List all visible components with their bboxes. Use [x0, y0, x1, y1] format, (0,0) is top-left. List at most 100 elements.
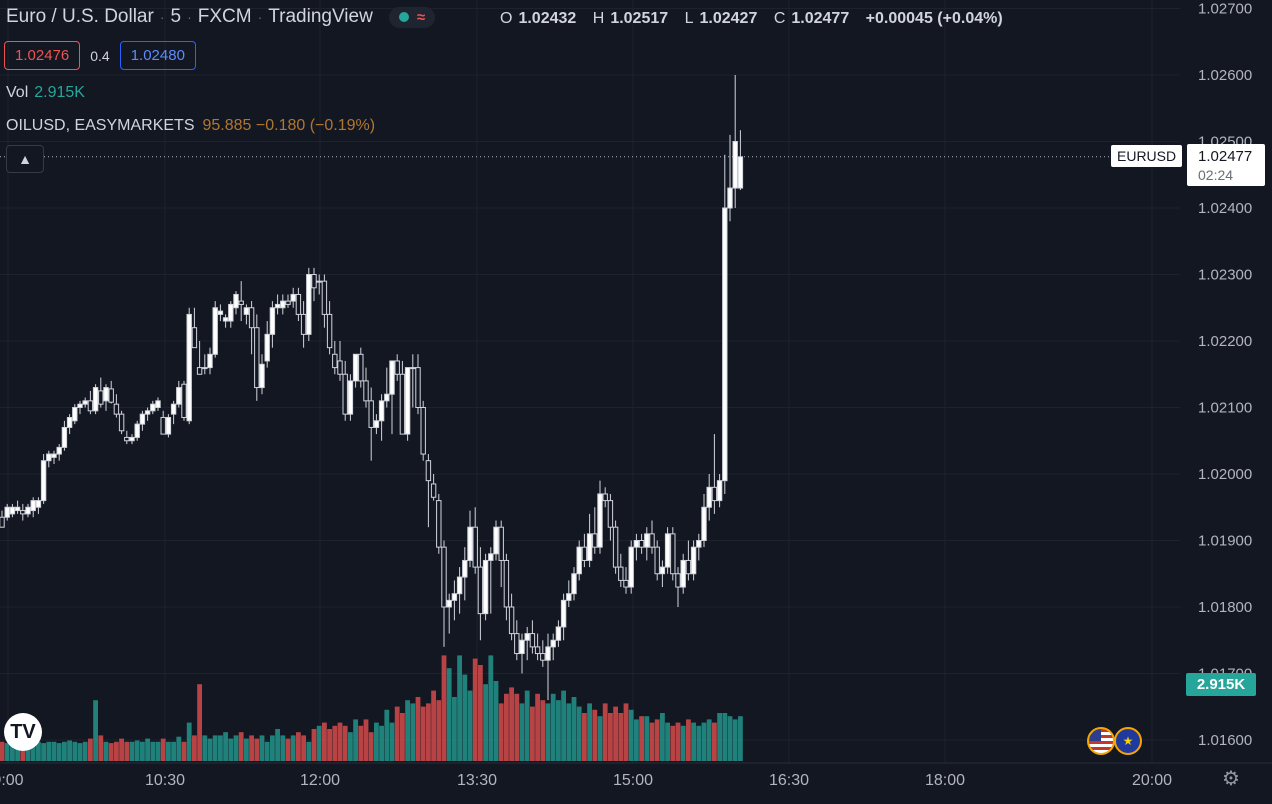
- y-tick-label: 1.02100: [1198, 400, 1252, 417]
- candle-body: [701, 506, 707, 541]
- buy-button[interactable]: 1.02480: [119, 41, 196, 70]
- candle-body: [316, 280, 322, 283]
- eu-flag-event-icon[interactable]: ★: [1114, 727, 1142, 755]
- candle-body: [191, 327, 198, 349]
- volume-bar: [431, 690, 436, 761]
- candle-body: [612, 526, 619, 568]
- volume-bar: [10, 741, 15, 761]
- candle-body: [560, 599, 567, 628]
- market-status-pill[interactable]: ≈: [388, 6, 436, 28]
- candle-body: [51, 453, 57, 458]
- candle-body: [66, 416, 73, 428]
- volume-bar: [727, 716, 733, 761]
- us-flag-event-icon[interactable]: [1087, 727, 1115, 755]
- candle-body: [680, 559, 686, 588]
- volume-bar: [696, 725, 702, 761]
- volume-bar: [524, 690, 530, 761]
- candle-body: [623, 579, 629, 588]
- candle-body: [503, 559, 510, 608]
- candle-body: [150, 403, 156, 412]
- candle-body: [129, 436, 135, 442]
- candle-body: [633, 540, 640, 548]
- y-tick-label: 1.02000: [1198, 466, 1252, 483]
- candle-body: [217, 310, 224, 315]
- candle-body: [597, 493, 603, 548]
- volume-bar: [290, 735, 296, 761]
- volume-bar: [446, 668, 452, 761]
- candle-body: [493, 526, 499, 555]
- volume-bar: [124, 741, 130, 761]
- volume-bar: [249, 735, 254, 761]
- candle-body: [352, 353, 359, 382]
- volume-bar: [665, 722, 670, 761]
- x-tick-label: 18:00: [925, 772, 965, 789]
- change-value: +0.00045 (+0.04%): [865, 10, 1003, 27]
- candle-body: [394, 360, 400, 375]
- volume-bar: [114, 741, 119, 761]
- volume-bar: [426, 703, 431, 761]
- last-price-tag: 1.02477 02:24: [1187, 144, 1265, 186]
- quote-panel: 1.02476 0.4 1.02480: [4, 41, 196, 70]
- volume-bar: [462, 674, 468, 761]
- candle-body: [415, 367, 421, 409]
- volume-bar: [384, 709, 390, 761]
- candle-body: [602, 493, 608, 502]
- x-tick-label: 15:00: [613, 772, 653, 789]
- candle-body: [378, 400, 385, 422]
- volume-bar: [706, 719, 712, 761]
- candle-body: [446, 599, 452, 608]
- candle-body: [430, 483, 437, 498]
- collapse-legend-button[interactable]: ▲: [6, 145, 44, 173]
- volume-bar: [701, 722, 707, 761]
- candle-body: [30, 500, 36, 512]
- tradingview-logo-icon[interactable]: TV: [4, 713, 42, 751]
- volume-bar: [306, 741, 312, 761]
- symbol-name[interactable]: Euro / U.S. Dollar: [6, 6, 154, 27]
- candle-body: [488, 553, 494, 561]
- volume-bar: [691, 722, 696, 761]
- candle-body: [72, 407, 78, 422]
- candle-body: [274, 303, 281, 309]
- volume-legend[interactable]: Vol 2.915K: [6, 84, 85, 102]
- compare-legend[interactable]: OILUSD, EASYMARKETS 95.885 −0.180 (−0.19%…: [6, 117, 375, 135]
- candle-body: [368, 400, 374, 428]
- volume-bar: [374, 722, 379, 761]
- candle-body: [462, 559, 468, 578]
- candle-body: [25, 506, 31, 515]
- candle-body: [654, 546, 660, 575]
- volume-bar: [311, 729, 317, 761]
- candle-body: [358, 353, 364, 382]
- volume-bar: [410, 703, 416, 761]
- candle-body: [477, 566, 484, 615]
- volume-bar: [535, 693, 540, 761]
- chevron-up-icon: ▲: [18, 151, 32, 167]
- volume-bar: [233, 735, 239, 761]
- volume-bar: [514, 693, 520, 761]
- volume-bar: [197, 684, 202, 761]
- candle-body: [399, 373, 406, 435]
- volume-bar: [280, 735, 286, 761]
- volume-bar: [186, 722, 192, 761]
- y-tick-label: 1.02200: [1198, 333, 1252, 350]
- candle-body: [40, 460, 47, 502]
- volume-bar: [207, 738, 213, 761]
- interval-label[interactable]: 5: [170, 6, 182, 27]
- candle-body: [389, 360, 395, 395]
- candle-body: [586, 533, 593, 561]
- sell-button[interactable]: 1.02476: [4, 41, 81, 70]
- gear-icon[interactable]: ⚙: [1222, 768, 1240, 790]
- candle-body: [196, 367, 203, 375]
- volume-bar: [675, 722, 681, 761]
- volume-bar: [566, 703, 572, 761]
- y-tick-label: 1.02700: [1198, 1, 1252, 18]
- volume-bar: [88, 738, 93, 761]
- volume-bar: [530, 706, 535, 761]
- volume-bar: [644, 716, 650, 761]
- candle-body: [160, 416, 166, 435]
- volume-bar: [264, 741, 270, 761]
- candle-body: [685, 559, 692, 575]
- separator-dot: ·: [159, 9, 165, 25]
- volume-bar: [368, 732, 374, 761]
